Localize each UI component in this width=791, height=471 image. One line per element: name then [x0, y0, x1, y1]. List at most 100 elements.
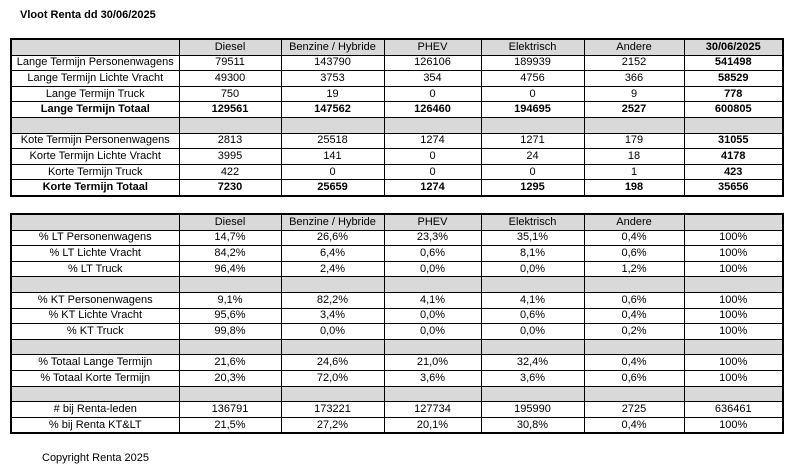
spacer-row: [10, 116, 784, 134]
cell: 126460: [383, 101, 482, 118]
cell: 8,1%: [480, 245, 585, 262]
row-label: % KT Lichte Vracht: [10, 307, 180, 325]
cell: 21,6%: [178, 354, 282, 371]
blank-cell: [583, 116, 685, 134]
row-label: % LT Lichte Vracht: [10, 245, 180, 262]
cell: 0: [280, 163, 385, 181]
data-row: Kote Termijn Personenwagens 2813 25518 1274…: [10, 132, 784, 150]
cell: 100%: [683, 369, 784, 387]
cell: 0,6%: [583, 291, 685, 309]
cell: 21,5%: [178, 416, 282, 434]
blank-cell: [178, 385, 282, 403]
cell: 422: [178, 163, 282, 181]
blank-cell: [383, 276, 482, 293]
cell: 778: [683, 85, 784, 103]
row-label: # bij Renta-leden: [10, 401, 180, 418]
cell: 0,0%: [480, 260, 585, 278]
cell: 423: [683, 163, 784, 181]
header-cell: Elektrisch: [480, 38, 585, 56]
row-label: Korte Termijn Totaal: [10, 179, 180, 197]
data-row: % LT Personenwagens 14,7% 26,6% 23,3% 35,1% 0…: [10, 229, 784, 247]
data-row: % Totaal Lange Termijn 21,6% 24,6% 21,0% 32,…: [10, 354, 784, 371]
cell: 2152: [583, 54, 685, 72]
cell: 58529: [683, 70, 784, 87]
cell: 3995: [178, 148, 282, 165]
blank-cell: [10, 385, 180, 403]
cell: 143790: [280, 54, 385, 72]
header-cell: 30/06/2025: [683, 38, 784, 56]
spacer-row: [10, 338, 784, 356]
cell: 127734: [383, 401, 482, 418]
data-row: # bij Renta-leden 136791 173221 127734 19599…: [10, 401, 784, 418]
row-label: Lange Termijn Totaal: [10, 101, 180, 118]
cell: 24,6%: [280, 354, 385, 371]
cell: 1271: [480, 132, 585, 150]
header-cell: PHEV: [383, 38, 482, 56]
cell: 636461: [683, 401, 784, 418]
cell: 173221: [280, 401, 385, 418]
cell: 0,6%: [583, 369, 685, 387]
cell: 129561: [178, 101, 282, 118]
cell: 3,4%: [280, 307, 385, 325]
cell: 20,3%: [178, 369, 282, 387]
cell: 1274: [383, 132, 482, 150]
cell: 195990: [480, 401, 585, 418]
cell: 141: [280, 148, 385, 165]
data-row: % KT Lichte Vracht 95,6% 3,4% 0,0% 0,6% 0,4% 1…: [10, 307, 784, 325]
data-row: % KT Truck 99,8% 0,0% 0,0% 0,0% 0,2% 100%: [10, 323, 784, 340]
cell: 79511: [178, 54, 282, 72]
blank-cell: [10, 116, 180, 134]
blank-cell: [10, 38, 180, 56]
data-row: % LT Lichte Vracht 84,2% 6,4% 0,6% 8,1% 0,6% 1…: [10, 245, 784, 262]
cell: 0,0%: [383, 260, 482, 278]
header-cell: Benzine / Hybride: [280, 38, 385, 56]
cell: 30,8%: [480, 416, 585, 434]
cell: 198: [583, 179, 685, 197]
cell: 100%: [683, 323, 784, 340]
cell: 100%: [683, 291, 784, 309]
cell: 32,4%: [480, 354, 585, 371]
cell: 179: [583, 132, 685, 150]
cell: 18: [583, 148, 685, 165]
cell: 26,6%: [280, 229, 385, 247]
cell: 14,7%: [178, 229, 282, 247]
cell: 750: [178, 85, 282, 103]
cell: 9: [583, 85, 685, 103]
blank-cell: [683, 213, 784, 231]
cell: 0,4%: [583, 354, 685, 371]
header-row: Diesel Benzine / Hybride PHEV Elektrisch And…: [10, 38, 784, 56]
row-label: % bij Renta KT&LT: [10, 416, 180, 434]
header-cell: Diesel: [178, 38, 282, 56]
blank-cell: [583, 338, 685, 356]
data-row: Korte Termijn Totaal 7230 25659 1274 1295 198…: [10, 179, 784, 197]
cell: 0: [480, 85, 585, 103]
cell: 0,4%: [583, 229, 685, 247]
blank-cell: [280, 338, 385, 356]
cell: 147562: [280, 101, 385, 118]
cell: 0,6%: [383, 245, 482, 262]
row-label: % KT Truck: [10, 323, 180, 340]
row-label: Lange Termijn Personenwagens: [10, 54, 180, 72]
row-label: % LT Personenwagens: [10, 229, 180, 247]
cell: 3,6%: [383, 369, 482, 387]
data-row: Lange Termijn Totaal 129561 147562 126460 19…: [10, 101, 784, 118]
cell: 0,0%: [480, 323, 585, 340]
cell: 600805: [683, 101, 784, 118]
cell: 7230: [178, 179, 282, 197]
cell: 25518: [280, 132, 385, 150]
share-table: Diesel Benzine / Hybride PHEV Elektrisch And…: [10, 213, 784, 435]
cell: 24: [480, 148, 585, 165]
blank-cell: [683, 276, 784, 293]
blank-cell: [10, 338, 180, 356]
cell: 96,4%: [178, 260, 282, 278]
cell: 95,6%: [178, 307, 282, 325]
cell: 1: [583, 163, 685, 181]
cell: 0: [383, 85, 482, 103]
cell: 1295: [480, 179, 585, 197]
data-row: Lange Termijn Personenwagens 79511 143790 1…: [10, 54, 784, 72]
row-label: % Totaal Korte Termijn: [10, 369, 180, 387]
blank-cell: [280, 276, 385, 293]
cell: 0,4%: [583, 307, 685, 325]
cell: 136791: [178, 401, 282, 418]
